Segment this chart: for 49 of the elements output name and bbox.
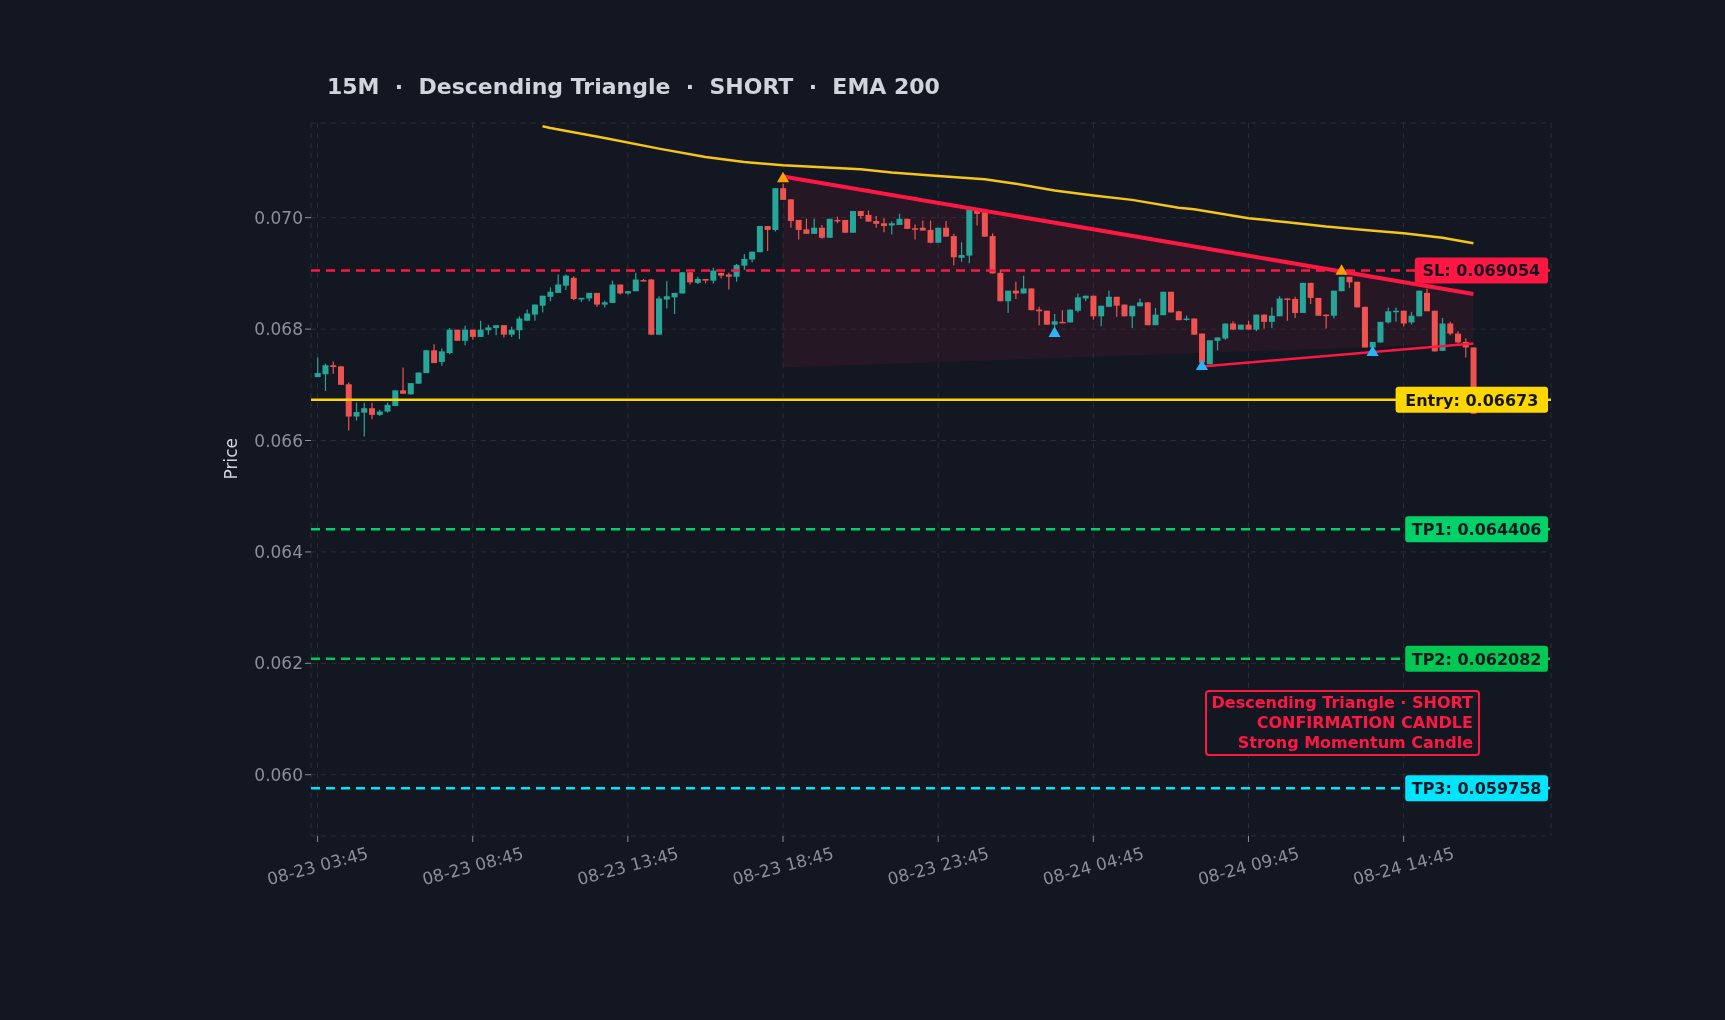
- chart-title: 15M · Descending Triangle · SHORT · EMA 200: [327, 74, 940, 99]
- candlestick: [764, 225, 771, 252]
- candlestick: [1284, 297, 1291, 322]
- y-tick-label: 0.070: [254, 207, 303, 228]
- candlestick: [516, 315, 523, 340]
- candlestick: [625, 290, 632, 296]
- candlestick: [400, 366, 407, 395]
- x-tick-label: 08-24 09:45: [1195, 842, 1302, 890]
- candlestick: [462, 325, 469, 346]
- candlestick: [1292, 296, 1299, 319]
- candlestick: [1268, 306, 1275, 329]
- annotation: Descending Triangle · SHORT CONFIRMATION CANDLE Strong Momentum Candle: [1204, 690, 1480, 756]
- candlestick: [1074, 292, 1081, 313]
- x-tick-label: 08-23 18:45: [730, 842, 836, 890]
- candlestick: [555, 273, 562, 294]
- x-tick-label: 08-23 08:45: [420, 842, 526, 890]
- y-axis-title: Price: [221, 438, 242, 480]
- y-tick-label: 0.064: [254, 541, 303, 562]
- candlestick: [849, 210, 856, 234]
- y-tick-label: 0.068: [254, 319, 303, 340]
- point: [776, 171, 790, 183]
- candlestick: [950, 233, 957, 267]
- line-series: [541, 125, 1475, 245]
- x-tick-label: 08-24 04:45: [1040, 842, 1147, 890]
- x-tick-label: 08-23 23:45: [885, 842, 991, 890]
- ref-line-label: Entry: 0.06673: [1405, 390, 1539, 410]
- point: [1048, 326, 1061, 338]
- ref-line-label: TP1: 0.064406: [1411, 520, 1542, 540]
- candlestick: [446, 327, 453, 355]
- ref-line-label: TP3: 0.059758: [1411, 779, 1542, 799]
- candlestick: [663, 280, 670, 310]
- point: [1366, 345, 1379, 357]
- point: [1335, 264, 1348, 275]
- y-tick-label: 0.066: [254, 430, 303, 451]
- candlestick: [493, 324, 500, 336]
- x-tick-label: 08-23 13:45: [575, 842, 681, 890]
- x-tick-label: 08-24 14:45: [1350, 842, 1457, 890]
- candlestick: [881, 217, 887, 233]
- candlestick: [912, 223, 919, 241]
- point: [1195, 359, 1208, 370]
- candlestick: [787, 198, 794, 229]
- candlestick: [369, 402, 376, 420]
- ref-line-label: TP2: 0.062082: [1411, 649, 1542, 669]
- x-tick-label: 08-23 03:45: [264, 842, 371, 890]
- candlestick: [570, 275, 577, 301]
- ref-line-label: SL: 0.069054: [1422, 261, 1541, 281]
- candlestick: [725, 272, 732, 291]
- y-tick-label: 0.060: [254, 764, 303, 785]
- y-tick-label: 0.062: [254, 653, 303, 674]
